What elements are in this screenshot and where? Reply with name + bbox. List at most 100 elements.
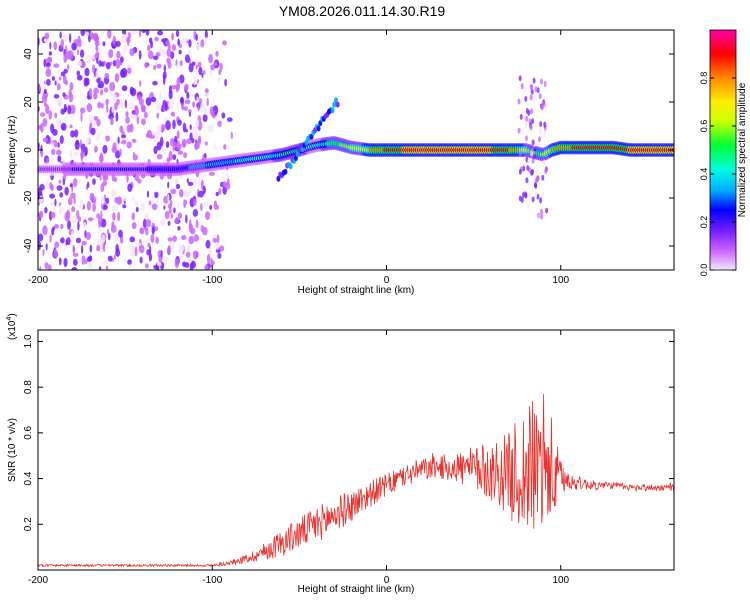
spectrogram-noise-blob xyxy=(227,178,230,186)
spectrogram-noise-blob xyxy=(226,117,233,122)
spectrogram-noise-blob xyxy=(156,141,162,151)
spectrogram-noise-blob xyxy=(209,204,213,210)
spectrogram-noise-blob xyxy=(122,204,127,209)
spectrogram-x-tick-label: 100 xyxy=(552,275,569,286)
spectrogram-noise-blob xyxy=(43,37,50,43)
spectrogram-spread xyxy=(540,208,544,215)
spectrogram-noise-blob xyxy=(136,116,140,125)
spectrogram-noise-blob xyxy=(121,134,127,139)
spectrogram-noise-blob xyxy=(206,253,211,264)
spectrogram-noise-blob xyxy=(56,98,63,107)
spectrogram-noise-blob xyxy=(91,64,96,73)
snr-background xyxy=(38,330,674,570)
spectrogram-noise-blob xyxy=(224,78,227,87)
spectrogram-noise-blob xyxy=(129,102,134,110)
spectrogram-noise-blob xyxy=(188,48,191,55)
spectrogram-noise-blob xyxy=(42,117,48,127)
spectrogram-noise-blob xyxy=(166,57,171,64)
spectrogram-noise-blob xyxy=(187,188,191,197)
spectrogram-noise-blob xyxy=(153,65,157,70)
spectrogram-noise-blob xyxy=(137,179,142,184)
spectrogram-noise-blob xyxy=(46,62,51,67)
spectrogram-noise-blob xyxy=(93,116,99,121)
spectrogram-noise-blob xyxy=(147,50,154,60)
spectrogram-noise-blob xyxy=(167,237,173,242)
spectrogram-y-tick-label: 0 xyxy=(23,147,34,153)
spectrogram-noise-blob xyxy=(172,145,175,152)
spectrogram-noise-blob xyxy=(131,221,137,230)
spectrogram-noise-blob xyxy=(215,50,219,58)
spectrogram-y-tick-label: -40 xyxy=(23,238,34,253)
spectrogram-noise-blob xyxy=(196,79,199,84)
spectrogram-noise-blob xyxy=(59,76,62,81)
spectrogram-spread xyxy=(530,150,534,157)
spectrogram-noise-blob xyxy=(58,204,63,214)
spectrogram-noise-blob xyxy=(164,102,168,112)
spectrogram-noise-blob xyxy=(100,210,103,220)
spectrogram-noise-blob xyxy=(222,181,228,188)
spectrogram-noise-blob xyxy=(49,181,53,190)
spectrogram-noise-blob xyxy=(215,242,220,250)
spectrogram-noise-blob xyxy=(151,226,155,235)
spectrogram-noise-blob xyxy=(129,86,134,95)
spectrogram-noise-blob xyxy=(74,140,80,150)
spectrogram-noise-blob xyxy=(164,211,170,220)
spectrogram-noise-blob xyxy=(207,124,214,134)
spectrogram-noise-blob xyxy=(46,78,51,86)
spectrogram-noise-blob xyxy=(54,241,60,248)
snr-y-multiplier: (x104) xyxy=(6,313,18,340)
spectrogram-noise-blob xyxy=(208,246,212,256)
spectrogram-spread xyxy=(531,196,535,203)
spectrogram-noise-blob xyxy=(42,249,45,256)
snr-y-tick-label: 0.6 xyxy=(23,425,34,439)
spectrogram-spread xyxy=(541,174,545,181)
spectrogram-noise-blob xyxy=(172,235,178,243)
spectrogram-noise-blob xyxy=(184,83,189,91)
spectrogram-noise-blob xyxy=(173,207,176,214)
spectrogram-noise-blob xyxy=(68,92,74,103)
spectrogram-noise-blob xyxy=(86,200,91,211)
spectrogram-noise-blob xyxy=(59,31,62,39)
spectrogram-noise-blob xyxy=(140,118,147,126)
spectrogram-noise-blob xyxy=(39,210,44,219)
spectrogram-noise-blob xyxy=(94,145,98,153)
spectrogram-noise-blob xyxy=(175,30,180,38)
spectrogram-noise-blob xyxy=(92,178,96,185)
spectrogram-noise-blob xyxy=(215,191,219,197)
spectrogram-noise-blob xyxy=(183,266,187,270)
spectrogram-noise-blob xyxy=(161,123,166,132)
spectrogram-noise-blob xyxy=(58,257,62,266)
spectrogram-noise-blob xyxy=(194,190,197,198)
spectrogram-noise-blob xyxy=(182,37,188,44)
spectrogram-noise-blob xyxy=(189,227,196,235)
spectrogram-noise-blob xyxy=(135,206,139,213)
spectrogram-noise-blob xyxy=(93,92,98,100)
spectrogram-noise-blob xyxy=(62,33,68,43)
spectrogram-noise-blob xyxy=(112,205,115,213)
spectrogram-noise-blob xyxy=(41,94,48,103)
spectrogram-noise-blob xyxy=(154,36,159,42)
spectrogram-spread xyxy=(527,158,531,165)
spectrogram-noise-blob xyxy=(112,35,117,46)
spectrogram-noise-blob xyxy=(197,135,202,145)
spectrogram-noise-blob xyxy=(87,217,94,222)
spectrogram-noise-blob xyxy=(139,80,142,87)
spectrogram-noise-blob xyxy=(76,210,80,220)
spectrogram-noise-blob xyxy=(42,137,49,143)
spectrogram-noise-blob xyxy=(192,101,196,108)
spectrogram-y-tick-label: 40 xyxy=(23,48,34,60)
spectrogram-noise-blob xyxy=(145,219,152,228)
spectrogram-noise-blob xyxy=(208,53,213,64)
spectrogram-noise-blob xyxy=(188,235,194,245)
spectrogram-spread xyxy=(531,168,535,175)
spectrogram-noise-blob xyxy=(191,126,198,136)
spectrogram-spread xyxy=(538,93,542,100)
spectrogram-noise-blob xyxy=(163,196,169,204)
spectrogram-noise-blob xyxy=(144,62,149,69)
spectrogram-noise-blob xyxy=(132,30,138,35)
spectrogram-noise-blob xyxy=(174,177,179,186)
spectrogram-noise-blob xyxy=(73,197,76,205)
spectrogram-spread xyxy=(542,101,546,108)
spectrogram-noise-blob xyxy=(194,145,198,151)
spectrogram-noise-blob xyxy=(163,205,166,210)
